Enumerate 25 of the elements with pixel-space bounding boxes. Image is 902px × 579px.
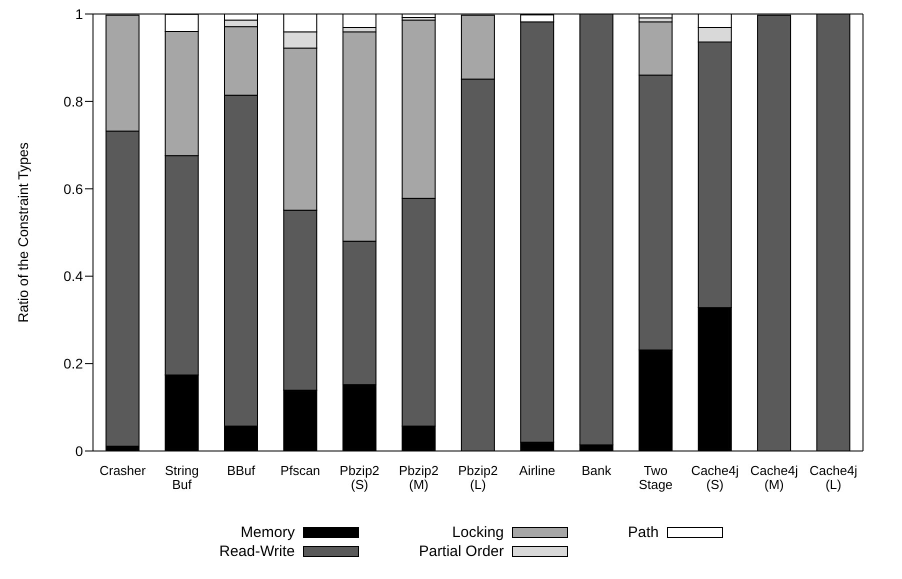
y-tick-label: 0.2 [64,356,84,372]
legend-label: Read-Write [219,543,295,560]
legend-label: Partial Order [418,543,504,560]
x-tick-label: Bank [582,463,612,478]
x-tick-label: Pbzip2 (S) [340,463,380,492]
x-tick-label: Cache4j (M) [750,463,798,492]
legend-label: Path [628,524,659,541]
x-tick-label: Pbzip2 (M) [398,463,439,492]
y-tick-label: 1 [75,6,84,22]
x-tick-label: Crasher [99,463,146,478]
legend-label: Locking [452,524,504,541]
x-tick-label: BBuf [226,463,256,478]
legend-label: Memory [240,524,295,541]
x-tick-label: Pfscan [280,463,320,478]
x-tick-label: Pbzip2 (L) [458,463,498,492]
x-tick-label: Cache4j (L) [810,463,858,492]
x-tick-label: Cache4j (S) [691,463,739,492]
x-tick-label: Airline [519,463,556,478]
x-tick-label: String Buf [164,463,199,492]
y-tick-label: 0.8 [64,93,84,110]
y-tick-label: 0.4 [64,268,84,284]
x-tick-label: Two Stage [638,463,673,492]
y-tick-label: 0.6 [64,180,84,197]
y-axis-title: Ratio of the Constraint Types [14,142,31,323]
y-tick-label: 0 [75,442,84,459]
